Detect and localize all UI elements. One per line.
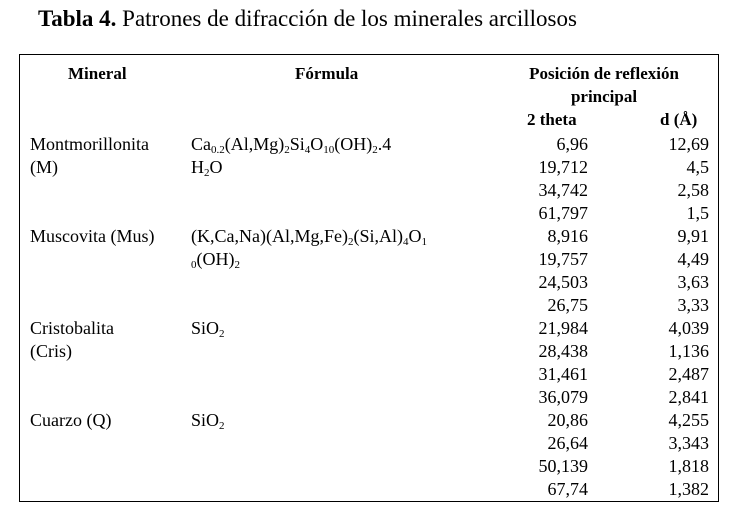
two-theta-value: 50,139	[538, 456, 589, 476]
table-caption-label: Tabla 4.	[38, 6, 117, 31]
formula-text: SiO	[191, 318, 220, 338]
formula-subscript: 2	[204, 167, 210, 179]
d-spacing-value: 9,91	[677, 226, 710, 246]
mineral-formula: 0(OH)2	[191, 248, 240, 271]
table-caption-text: Patrones de difracción de los minerales …	[122, 6, 577, 31]
formula-text: (OH)	[196, 249, 235, 269]
formula-subscript: 4	[304, 144, 311, 156]
d-spacing-value: 3,33	[677, 295, 710, 315]
header-position: Posición de reflexión	[529, 64, 679, 83]
mineral-name-line2: (M)	[30, 157, 58, 177]
formula-subscript: 2	[372, 144, 378, 156]
header-two-theta: 2 theta	[527, 110, 577, 129]
two-theta-value: 19,712	[538, 157, 589, 177]
header-position-line2: principal	[570, 87, 638, 106]
d-spacing-value: 1,5	[686, 203, 710, 223]
two-theta-value: 34,742	[538, 180, 589, 200]
two-theta-value: 24,503	[538, 272, 589, 292]
table-caption: Tabla 4. Patrones de difracción de los m…	[38, 6, 577, 32]
formula-subscript: 1	[421, 236, 427, 248]
d-spacing-value: 2,487	[668, 364, 710, 384]
formula-subscript: 0	[191, 259, 197, 271]
formula-text: (K,Ca,Na)(Al,Mg,Fe)	[191, 226, 348, 246]
d-spacing-value: 4,49	[677, 249, 710, 269]
d-spacing-value: 4,039	[668, 318, 710, 338]
formula-subscript: 0.2	[211, 144, 225, 156]
d-spacing-value: 1,136	[668, 341, 710, 361]
formula-subscript: 2	[219, 328, 225, 340]
formula-text: O	[408, 226, 422, 246]
two-theta-value: 28,438	[538, 341, 589, 361]
two-theta-value: 61,797	[538, 203, 589, 223]
two-theta-value: 8,916	[547, 226, 589, 246]
header-formula: Fórmula	[295, 64, 359, 83]
mineral-name: Montmorillonita	[30, 134, 149, 154]
formula-text: O	[209, 157, 223, 177]
mineral-name: Muscovita (Mus)	[30, 226, 155, 246]
d-spacing-value: 3,343	[668, 433, 710, 453]
mineral-formula: Ca0.2(Al,Mg)2Si4O10(OH)2.4	[191, 133, 391, 156]
formula-text: SiO	[191, 410, 220, 430]
formula-subscript: 10	[323, 144, 335, 156]
formula-subscript: 4	[402, 236, 409, 248]
mineral-formula: SiO2	[191, 409, 225, 432]
mineral-name-line2: (Cris)	[30, 341, 72, 361]
mineral-formula: H2O	[191, 156, 223, 179]
header-d-spacing: d (Å)	[660, 110, 698, 129]
d-spacing-value: 4,5	[686, 157, 710, 177]
two-theta-value: 19,757	[538, 249, 589, 269]
formula-subscript: 2	[347, 236, 354, 248]
formula-text: (Si,Al)	[353, 226, 403, 246]
table-frame	[19, 54, 719, 502]
formula-text: Ca	[191, 134, 211, 154]
formula-text: (OH)	[334, 134, 373, 154]
formula-text: (Al,Mg)	[224, 134, 285, 154]
two-theta-value: 6,96	[556, 134, 589, 154]
d-spacing-value: 12,69	[668, 134, 710, 154]
d-spacing-value: 2,841	[668, 387, 710, 407]
d-spacing-value: 1,382	[668, 479, 710, 499]
two-theta-value: 36,079	[538, 387, 589, 407]
two-theta-value: 26,64	[547, 433, 589, 453]
formula-subscript: 2	[284, 144, 290, 156]
d-spacing-value: 4,255	[668, 410, 710, 430]
mineral-name: Cuarzo (Q)	[30, 410, 112, 430]
formula-text: .4	[377, 134, 392, 154]
two-theta-value: 20,86	[547, 410, 589, 430]
formula-subscript: 2	[219, 420, 225, 432]
two-theta-value: 31,461	[538, 364, 589, 384]
formula-text: O	[310, 134, 324, 154]
formula-subscript: 2	[234, 259, 241, 271]
two-theta-value: 67,74	[547, 479, 589, 499]
two-theta-value: 26,75	[547, 295, 589, 315]
d-spacing-value: 3,63	[677, 272, 710, 292]
d-spacing-value: 2,58	[677, 180, 710, 200]
header-mineral: Mineral	[68, 64, 127, 83]
formula-text: Si	[289, 134, 305, 154]
formula-text: H	[191, 157, 204, 177]
d-spacing-value: 1,818	[668, 456, 710, 476]
mineral-formula: SiO2	[191, 317, 225, 340]
mineral-formula: (K,Ca,Na)(Al,Mg,Fe)2(Si,Al)4O1	[191, 225, 427, 248]
mineral-name: Cristobalita	[30, 318, 114, 338]
two-theta-value: 21,984	[538, 318, 589, 338]
